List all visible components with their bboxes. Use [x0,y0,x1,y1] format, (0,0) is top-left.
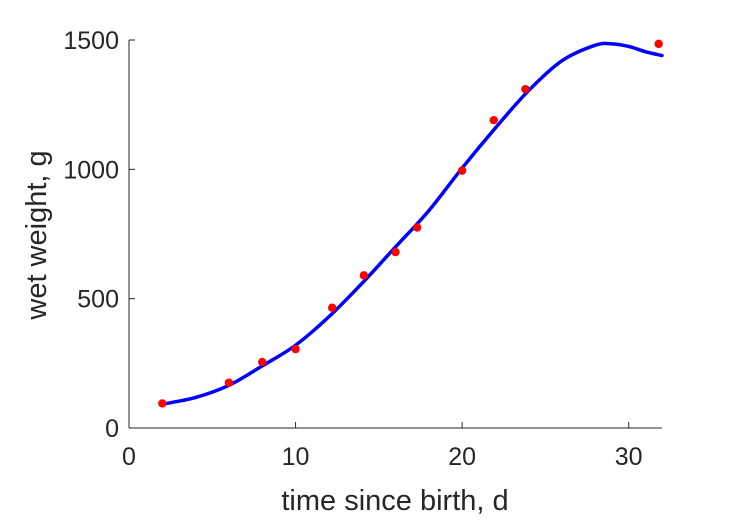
data-point [489,115,498,125]
data-point [328,303,337,312]
data-point [291,344,300,354]
y-axis-label: wet weight, g [21,150,53,320]
data-point [412,223,422,232]
data-point [224,378,234,387]
ticks: 0 10 20 30 0 500 1000 1500 [63,27,642,471]
x-tick-label: 0 [122,443,136,471]
data-point [391,247,400,257]
y-tick-label: 500 [77,286,119,314]
data-point [457,166,467,175]
x-axis-label: time since birth, d [281,485,508,517]
fit-curve [160,41,664,406]
x-tick-label: 30 [615,443,643,471]
data-point [258,357,267,367]
series [158,39,664,408]
y-tick-label: 1500 [63,27,119,55]
y-tick-label: 0 [105,415,119,443]
data-point [521,84,530,94]
data-point [158,399,167,408]
axes [128,40,662,429]
y-tick-label: 1000 [63,156,119,184]
x-tick-label: 10 [282,443,310,471]
x-tick-label: 20 [448,443,476,471]
data-point [359,271,369,280]
data-point [654,39,663,49]
